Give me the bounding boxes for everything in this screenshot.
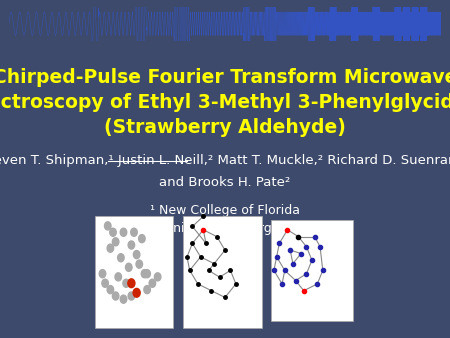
Circle shape (128, 241, 135, 249)
Circle shape (154, 273, 161, 281)
Circle shape (149, 279, 156, 287)
Circle shape (107, 244, 114, 252)
Circle shape (141, 270, 148, 278)
Circle shape (117, 254, 124, 262)
Circle shape (99, 270, 106, 278)
Circle shape (136, 260, 143, 268)
Circle shape (115, 273, 122, 281)
Circle shape (131, 228, 137, 236)
FancyBboxPatch shape (271, 220, 353, 321)
Circle shape (112, 292, 119, 300)
Circle shape (120, 295, 127, 303)
Circle shape (102, 279, 108, 287)
Circle shape (133, 250, 140, 259)
Circle shape (107, 286, 114, 294)
Circle shape (126, 263, 132, 271)
Circle shape (120, 228, 127, 236)
Circle shape (110, 228, 116, 236)
Text: Chirped-Pulse Fourier Transform Microwave
Spectroscopy of Ethyl 3-Methyl 3-Pheny: Chirped-Pulse Fourier Transform Microwav… (0, 68, 450, 137)
Circle shape (133, 288, 140, 297)
Text: ¹ New College of Florida
² University of Virginia: ¹ New College of Florida ² University of… (150, 204, 300, 236)
Circle shape (104, 222, 111, 230)
Circle shape (144, 286, 150, 294)
FancyBboxPatch shape (94, 216, 173, 328)
Circle shape (112, 238, 119, 246)
Circle shape (123, 279, 130, 287)
Circle shape (144, 270, 150, 278)
Circle shape (139, 235, 145, 243)
Circle shape (128, 292, 135, 300)
Text: Steven T. Shipman,¹ Justin L. Neill,² Matt T. Muckle,² Richard D. Suenram,²: Steven T. Shipman,¹ Justin L. Neill,² Ma… (0, 154, 450, 167)
FancyBboxPatch shape (183, 216, 261, 328)
Text: and Brooks H. Pate²: and Brooks H. Pate² (159, 176, 291, 189)
Circle shape (128, 279, 135, 288)
